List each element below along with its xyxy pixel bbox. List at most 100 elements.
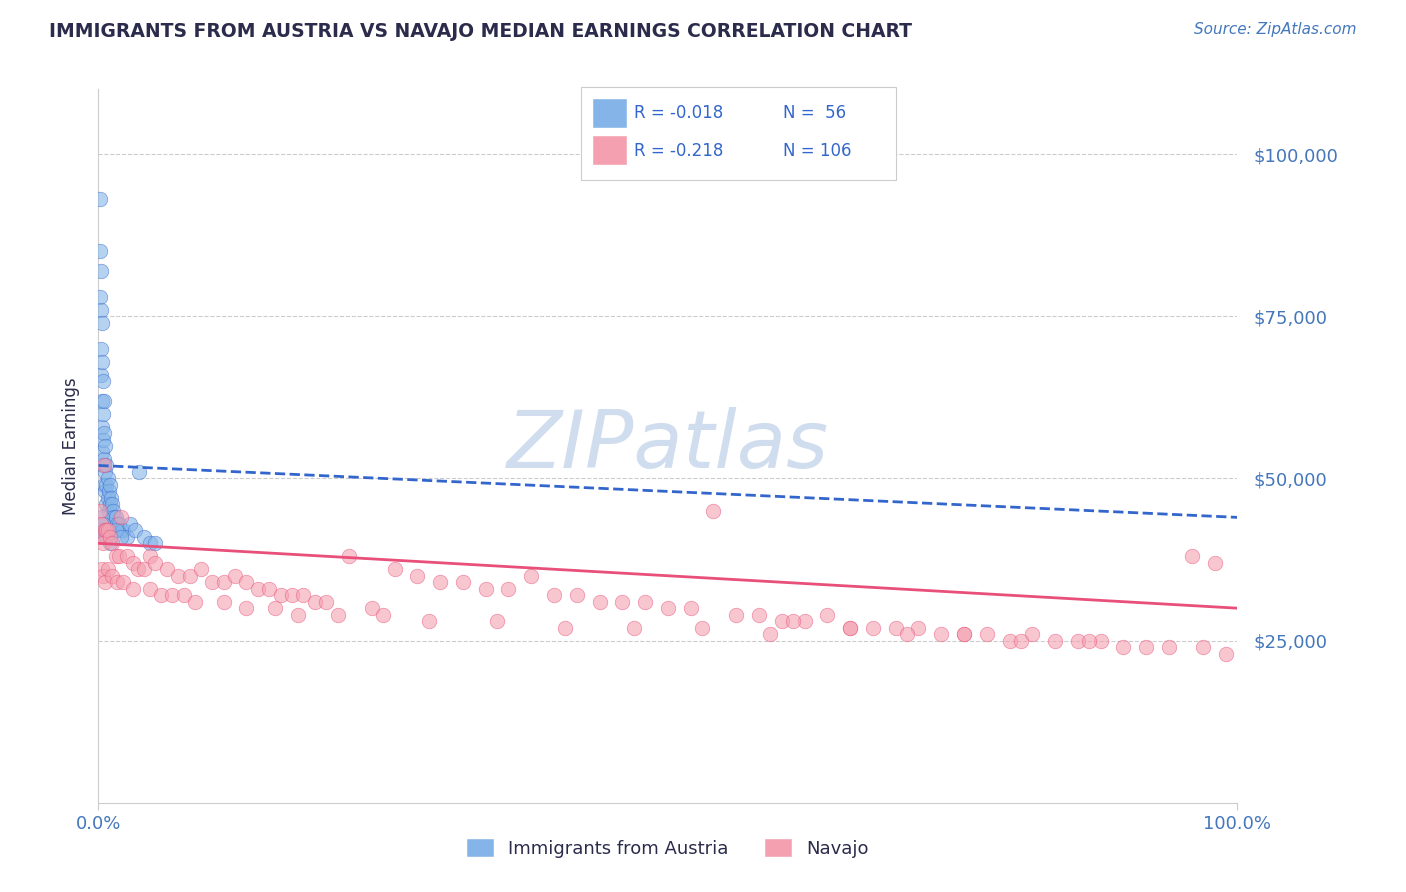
Point [1043,633,1066,648]
Point [103,510,125,524]
Point [112,524,135,538]
Point [96,478,118,492]
Point [839,621,862,635]
Point [224,568,246,582]
Point [89,244,111,259]
Point [173,588,195,602]
Point [976,627,998,641]
Point [96,524,118,538]
Point [98,478,121,492]
Point [235,575,257,590]
Point [91,568,114,582]
Point [96,530,118,544]
Point [315,595,337,609]
Point [121,582,143,596]
Point [1181,549,1204,564]
Point [100,491,122,505]
Point [105,575,128,590]
Point [179,568,201,582]
Point [770,614,793,628]
Point [326,607,349,622]
Point [1067,633,1090,648]
Point [759,627,782,641]
Point [91,374,114,388]
Point [679,601,702,615]
Point [748,607,770,622]
Point [91,433,114,447]
Point [156,562,179,576]
Point [110,530,132,544]
Point [259,582,281,596]
Point [90,419,112,434]
Point [190,562,212,576]
Point [953,627,976,641]
Point [93,524,115,538]
Point [167,568,190,582]
Point [839,621,862,635]
Point [184,595,207,609]
Point [815,607,838,622]
Point [90,510,112,524]
Point [212,575,235,590]
Point [287,607,309,622]
Point [93,425,115,440]
Point [1215,647,1237,661]
Point [90,354,112,368]
Point [429,575,451,590]
Point [94,439,117,453]
Text: R = -0.018: R = -0.018 [634,104,723,122]
Point [145,536,167,550]
Point [1135,640,1157,654]
Point [132,530,155,544]
Point [96,497,118,511]
Point [337,549,360,564]
Point [371,607,394,622]
Point [93,452,115,467]
Point [89,504,111,518]
Point [96,562,118,576]
Point [128,465,150,479]
Point [486,614,509,628]
Point [725,607,748,622]
Point [108,549,131,564]
Point [212,595,235,609]
Point [94,530,117,544]
Point [90,516,112,531]
Point [281,588,304,602]
Point [201,575,224,590]
Point [132,562,155,576]
Point [634,595,657,609]
Point [418,614,440,628]
Point [138,536,160,550]
Point [588,595,610,609]
Point [89,290,111,304]
Text: N = 106: N = 106 [783,142,852,160]
Text: ZIPatlas: ZIPatlas [506,407,830,485]
Point [270,588,292,602]
Point [94,524,117,538]
Point [782,614,804,628]
Point [138,582,160,596]
Point [110,524,132,538]
Point [98,530,121,544]
Legend: Immigrants from Austria, Navajo: Immigrants from Austria, Navajo [460,831,876,865]
Point [90,393,112,408]
Point [998,633,1021,648]
Point [360,601,382,615]
Point [90,562,112,576]
Point [162,588,184,602]
Point [90,342,112,356]
Point [91,536,114,550]
Point [112,575,135,590]
Point [1112,640,1135,654]
Point [565,588,588,602]
Point [127,562,149,576]
Point [90,445,112,459]
Point [896,627,918,641]
Point [543,588,565,602]
Point [520,568,543,582]
Point [1010,633,1032,648]
Point [91,516,114,531]
Point [93,478,115,492]
Point [96,491,118,505]
